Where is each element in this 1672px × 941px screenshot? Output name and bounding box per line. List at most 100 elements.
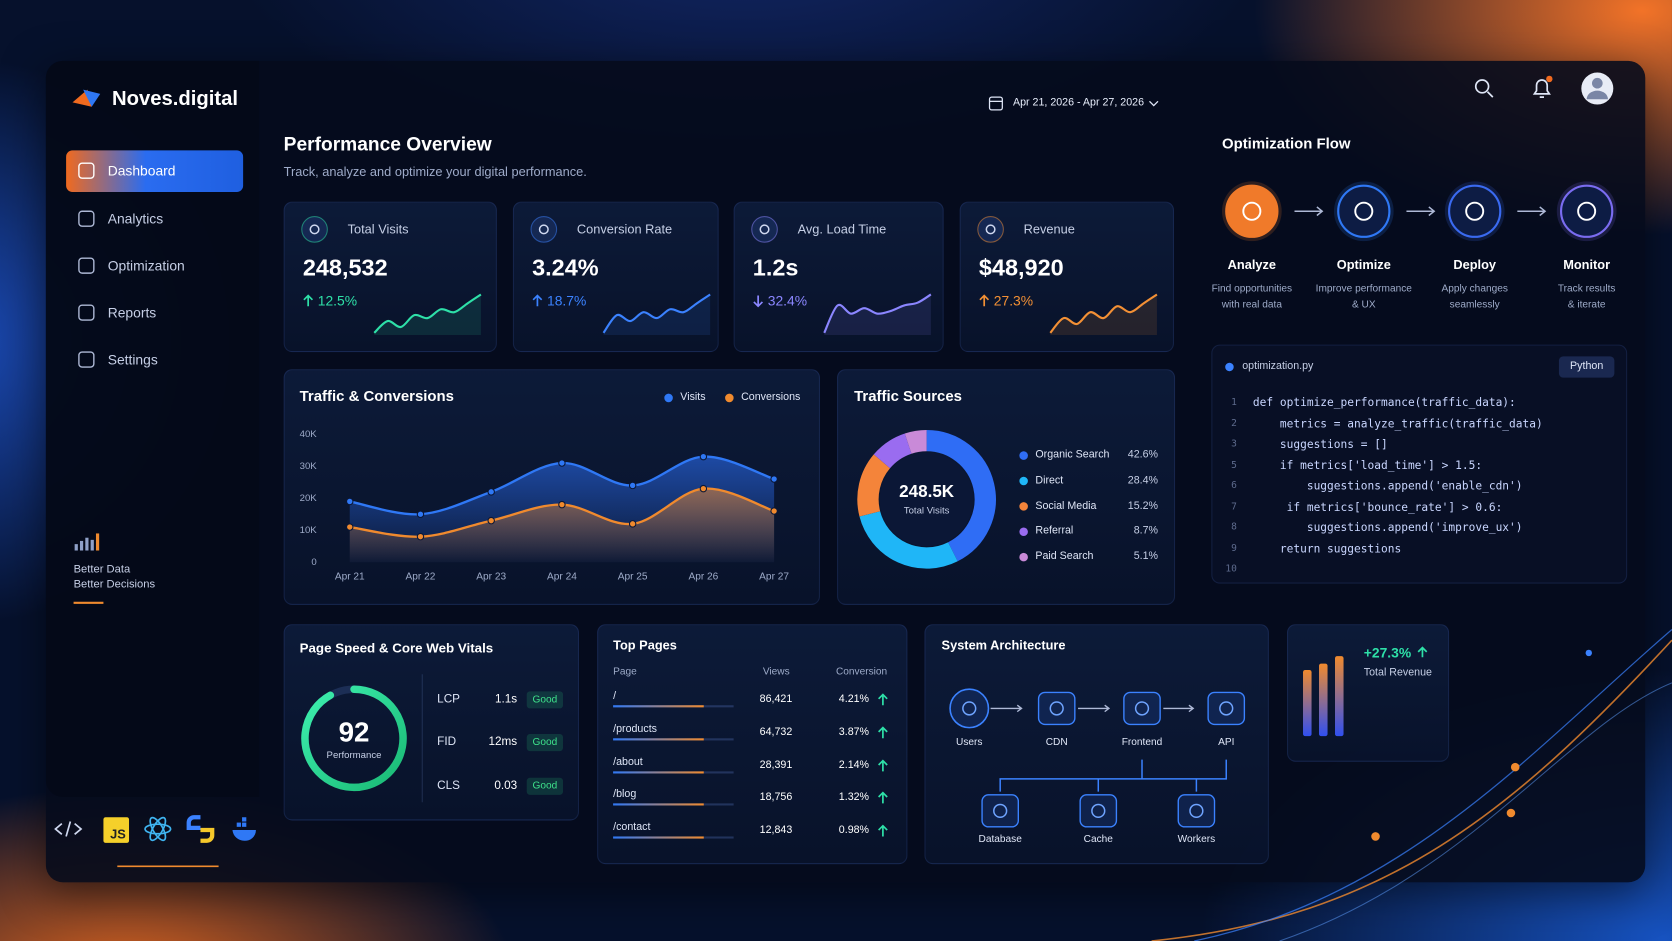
sparkline <box>602 293 711 334</box>
sparkline-area <box>603 294 711 336</box>
status-badge <box>526 691 564 709</box>
value-label: 5.1% <box>1133 550 1159 563</box>
date-range[interactable]: Apr 21, 2026 - Apr 27, 2026 <box>1012 97 1145 109</box>
kpi-icon <box>530 216 558 243</box>
node-label: Frontend <box>1121 736 1163 749</box>
status-badge <box>526 777 564 795</box>
kpi-icon-dot <box>538 224 549 235</box>
connector <box>999 759 1227 792</box>
brand-logo <box>72 89 101 107</box>
line-number: 2 <box>1231 418 1237 429</box>
step-description: & iterate <box>1567 298 1606 311</box>
nav-item[interactable]: Dashboard <box>107 162 176 179</box>
decor-swoosh <box>1151 628 1672 941</box>
nav-active <box>66 150 244 193</box>
node-icon <box>1123 691 1161 726</box>
node-icon <box>1037 691 1076 726</box>
legend-dot <box>1019 552 1028 562</box>
node-icon <box>1177 794 1216 828</box>
x-tick-label: Apr 27 <box>759 571 790 583</box>
row-accent <box>613 771 704 774</box>
vital-name: LCP <box>437 692 461 706</box>
node-glyph <box>962 701 977 716</box>
trend-arrow <box>878 693 888 706</box>
sparkline <box>1049 293 1158 334</box>
kpi-icon-dot <box>759 224 770 235</box>
step-circle <box>1337 184 1391 238</box>
line-number: 7 <box>1231 501 1237 513</box>
node-glyph <box>1049 701 1064 716</box>
node-label: API <box>1218 736 1235 749</box>
connector <box>1163 704 1195 713</box>
nav-icon <box>78 257 95 274</box>
value-label: 42.6% <box>1127 449 1159 461</box>
node-glyph <box>1189 803 1204 818</box>
kpi-value: $48,920 <box>978 253 1064 281</box>
page-path: /contact <box>613 821 651 834</box>
step-description: with real data <box>1221 298 1282 311</box>
step-description: Find opportunities <box>1211 282 1293 295</box>
step-name: Analyze <box>1227 257 1277 273</box>
step-icon <box>1354 201 1374 221</box>
vital-name: CLS <box>437 779 461 793</box>
tagline: Better Decisions <box>73 577 156 591</box>
row-accent <box>613 705 704 708</box>
sparkline <box>823 293 932 334</box>
kpi-card <box>512 201 719 353</box>
connector <box>1078 704 1111 713</box>
legend-dot <box>1019 502 1028 511</box>
kpi-label: Revenue <box>1023 221 1075 237</box>
page-path: /about <box>613 756 643 769</box>
toolbar-icons[interactable] <box>1474 72 1614 105</box>
kpi-value: 248,532 <box>302 253 388 281</box>
code-filename: optimization.py <box>1242 360 1314 373</box>
code-card <box>1211 344 1628 584</box>
nav-icon <box>78 351 95 368</box>
nav-item[interactable]: Analytics <box>107 210 164 227</box>
nav-item[interactable]: Optimization <box>107 257 185 274</box>
code-line: metrics = analyze_traffic(traffic_data) <box>1252 417 1543 431</box>
line-number: 1 <box>1231 397 1237 409</box>
page-path: /blog <box>613 788 637 801</box>
date-picker-icons[interactable] <box>988 96 1159 111</box>
legend-label: Referral <box>1035 525 1074 538</box>
step-icon <box>1577 201 1597 221</box>
row-accent <box>613 803 704 806</box>
point <box>699 484 708 493</box>
page-conversion: 2.14% <box>838 759 870 772</box>
legend-label: Paid Search <box>1035 550 1094 563</box>
page-path: /products <box>613 723 657 736</box>
kpi-change: 27.3% <box>993 292 1034 309</box>
x-tick-label: Apr 26 <box>688 571 719 583</box>
donut-segment <box>857 454 891 517</box>
flow-arrow <box>1517 206 1547 217</box>
donut-segment <box>926 429 996 562</box>
page-views: 12,843 <box>759 824 793 837</box>
step-name: Monitor <box>1563 257 1611 273</box>
nav-item[interactable]: Reports <box>107 304 157 321</box>
point <box>487 488 495 496</box>
page-views: 86,421 <box>759 693 793 706</box>
code-line: if metrics['bounce_rate'] > 0.6: <box>1252 500 1503 514</box>
y-tick-label: 10K <box>299 524 317 536</box>
page-subtitle: Track, analyze and optimize your digital… <box>283 164 587 180</box>
kpi-change: 32.4% <box>767 292 808 309</box>
chart-title: Traffic & Conversions <box>299 387 454 405</box>
line-number: 10 <box>1225 563 1237 575</box>
node-label: Database <box>978 833 1022 846</box>
nav-item[interactable]: Settings <box>107 351 158 368</box>
kpi-value: 3.24% <box>532 253 599 281</box>
sparkline <box>373 293 482 334</box>
page-title: Performance Overview <box>283 133 492 155</box>
point <box>416 510 425 518</box>
point <box>346 523 354 531</box>
code-line: suggestions = [] <box>1252 438 1388 452</box>
page-views: 18,756 <box>759 791 793 804</box>
point <box>770 475 778 483</box>
tech-icons <box>54 601 256 868</box>
line-number: 5 <box>1231 459 1237 471</box>
kpi-change: 12.5% <box>317 292 358 309</box>
step-name: Optimize <box>1336 257 1391 273</box>
gauge-arc <box>301 685 407 792</box>
